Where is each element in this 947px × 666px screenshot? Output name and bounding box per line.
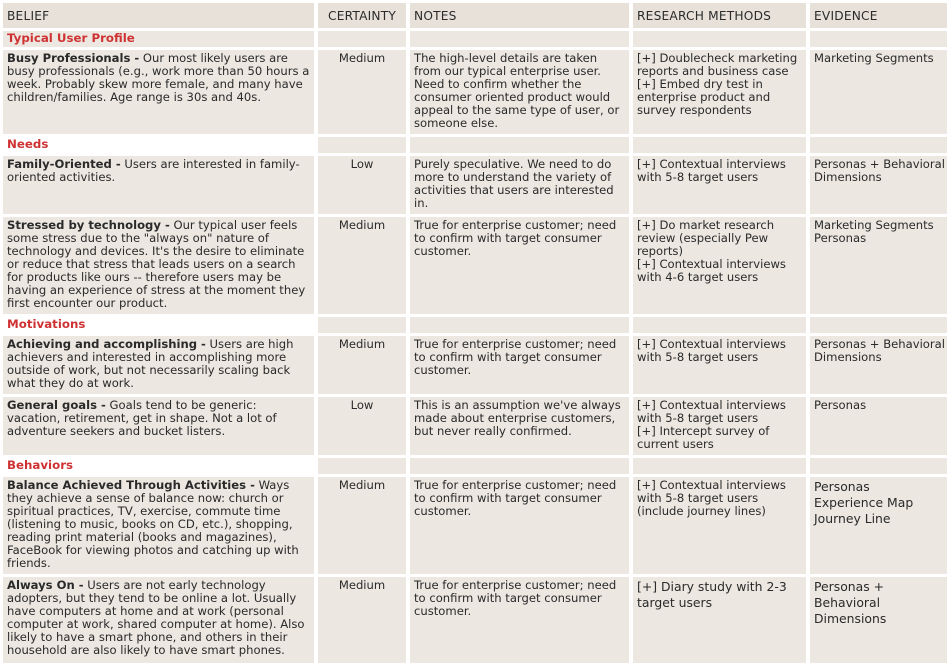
evidence-item: Personas + Behavioral Dimensions (814, 157, 945, 184)
method-item: [+] Contextual interviews with 4-6 targe… (637, 257, 786, 284)
belief-cell: Busy Professionals - Our most likely use… (3, 50, 314, 134)
header-belief: BELIEF (3, 3, 314, 28)
evidence-item: Personas (814, 398, 867, 412)
belief-text: Ways they achieve a sense of balance now… (7, 478, 299, 570)
belief-cell: Balance Achieved Through Activities - Wa… (3, 477, 314, 574)
belief-cell: Always On - Users are not early technolo… (3, 577, 314, 663)
evidence-item: Marketing Segments (814, 51, 934, 65)
certainty-cell: Medium (318, 577, 406, 663)
methods-cell: [+] Diary study with 2-3 target users (633, 577, 806, 663)
method-item: [+] Contextual interviews with 5-8 targe… (637, 337, 786, 364)
methods-cell: [+] Contextual interviews with 5-8 targe… (633, 477, 806, 574)
method-item: [+] Embed dry test in enterprise product… (637, 77, 771, 117)
notes-cell: True for enterprise customer; need to co… (410, 336, 629, 394)
method-item: [+] Intercept survey of current users (637, 424, 770, 451)
section-row: Motivations (3, 317, 947, 333)
belief-text: Users are not early technology adopters,… (7, 578, 305, 657)
certainty-cell: Medium (318, 477, 406, 574)
belief-cell: General goals - Goals tend to be generic… (3, 397, 314, 455)
methods-cell: [+] Contextual interviews with 5-8 targe… (633, 397, 806, 455)
evidence-item: Personas (814, 231, 867, 245)
section-row: Behaviors (3, 458, 947, 474)
section-title-behaviors: Behaviors (7, 458, 74, 472)
evidence-cell: Marketing Segments (810, 50, 947, 134)
belief-text: Our typical user feels some stress due t… (7, 218, 306, 310)
belief-title: General goals - (7, 398, 106, 412)
certainty-cell: Low (318, 156, 406, 214)
method-item: [+] Diary study with 2-3 target users (637, 579, 787, 610)
belief-title: Family-Oriented - (7, 157, 121, 171)
evidence-cell: Personas + Behavioral Dimensions (810, 156, 947, 214)
belief-title: Stressed by technology - (7, 218, 170, 232)
evidence-item: Personas + Behavioral Dimensions (814, 337, 945, 364)
notes-cell: Purely speculative. We need to do more t… (410, 156, 629, 214)
header-certainty: CERTAINTY (318, 3, 406, 28)
certainty-cell: Medium (318, 217, 406, 314)
certainty-cell: Low (318, 397, 406, 455)
notes-cell: This is an assumption we've always made … (410, 397, 629, 455)
belief-title: Always On - (7, 578, 84, 592)
certainty-cell: Medium (318, 336, 406, 394)
belief-text: Users are interested in family-oriented … (7, 157, 300, 184)
evidence-cell: Personas + Behavioral Dimensions (810, 336, 947, 394)
table-row: General goals - Goals tend to be generic… (3, 397, 947, 455)
table-row: Achieving and accomplishing - Users are … (3, 336, 947, 394)
belief-text: Our most likely users are busy professio… (7, 51, 310, 104)
methods-cell: [+] Doublecheck marketing reports and bu… (633, 50, 806, 134)
belief-text: Users are high achievers and interested … (7, 337, 294, 390)
evidence-item: Personas + Behavioral Dimensions (814, 579, 887, 626)
method-item: [+] Contextual interviews with 5-8 targe… (637, 398, 786, 425)
section-row: Needs (3, 137, 947, 153)
evidence-cell: Personas (810, 397, 947, 455)
table-row: Balance Achieved Through Activities - Wa… (3, 477, 947, 574)
certainty-cell: Medium (318, 50, 406, 134)
evidence-item: Marketing Segments (814, 218, 934, 232)
belief-cell: Achieving and accomplishing - Users are … (3, 336, 314, 394)
methods-cell: [+] Contextual interviews with 5-8 targe… (633, 336, 806, 394)
evidence-item: Experience Map (814, 495, 914, 510)
notes-cell: True for enterprise customer; need to co… (410, 217, 629, 314)
header-research-methods: RESEARCH METHODS (633, 3, 806, 28)
notes-cell: The high-level details are taken from ou… (410, 50, 629, 134)
belief-title: Achieving and accomplishing - (7, 337, 206, 351)
belief-text: Goals tend to be generic: vacation, reti… (7, 398, 277, 438)
table-row: Busy Professionals - Our most likely use… (3, 50, 947, 134)
header-notes: NOTES (410, 3, 629, 28)
section-row: Typical User Profile (3, 31, 947, 47)
table-row: Always On - Users are not early technolo… (3, 577, 947, 663)
evidence-cell: Marketing Segments Personas (810, 217, 947, 314)
evidence-cell: Personas Experience Map Journey Line (810, 477, 947, 574)
header-row: BELIEF CERTAINTY NOTES RESEARCH METHODS … (3, 3, 947, 28)
method-item: [+] Doublecheck marketing reports and bu… (637, 51, 798, 78)
section-title-motivations: Motivations (7, 317, 86, 331)
methods-cell: [+] Do market research review (especiall… (633, 217, 806, 314)
section-title-typical-user-profile: Typical User Profile (3, 31, 314, 47)
belief-cell: Stressed by technology - Our typical use… (3, 217, 314, 314)
belief-cell: Family-Oriented - Users are interested i… (3, 156, 314, 214)
notes-cell: True for enterprise customer; need to co… (410, 477, 629, 574)
belief-title: Busy Professionals - (7, 51, 140, 65)
table-row: Stressed by technology - Our typical use… (3, 217, 947, 314)
notes-cell: True for enterprise customer; need to co… (410, 577, 629, 663)
evidence-item: Journey Line (814, 511, 891, 526)
evidence-item: Personas (814, 479, 870, 494)
table-row: Family-Oriented - Users are interested i… (3, 156, 947, 214)
evidence-cell: Personas + Behavioral Dimensions (810, 577, 947, 663)
method-item: [+] Do market research review (especiall… (637, 218, 775, 258)
method-item: [+] Contextual interviews with 5-8 targe… (637, 157, 786, 184)
methods-cell: [+] Contextual interviews with 5-8 targe… (633, 156, 806, 214)
section-title-needs: Needs (7, 137, 49, 151)
header-evidence: EVIDENCE (810, 3, 947, 28)
belief-title: Balance Achieved Through Activities - (7, 478, 255, 492)
method-item: [+] Contextual interviews with 5-8 targe… (637, 478, 786, 518)
